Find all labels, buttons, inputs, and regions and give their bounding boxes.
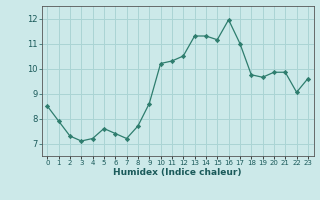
X-axis label: Humidex (Indice chaleur): Humidex (Indice chaleur) bbox=[113, 168, 242, 177]
